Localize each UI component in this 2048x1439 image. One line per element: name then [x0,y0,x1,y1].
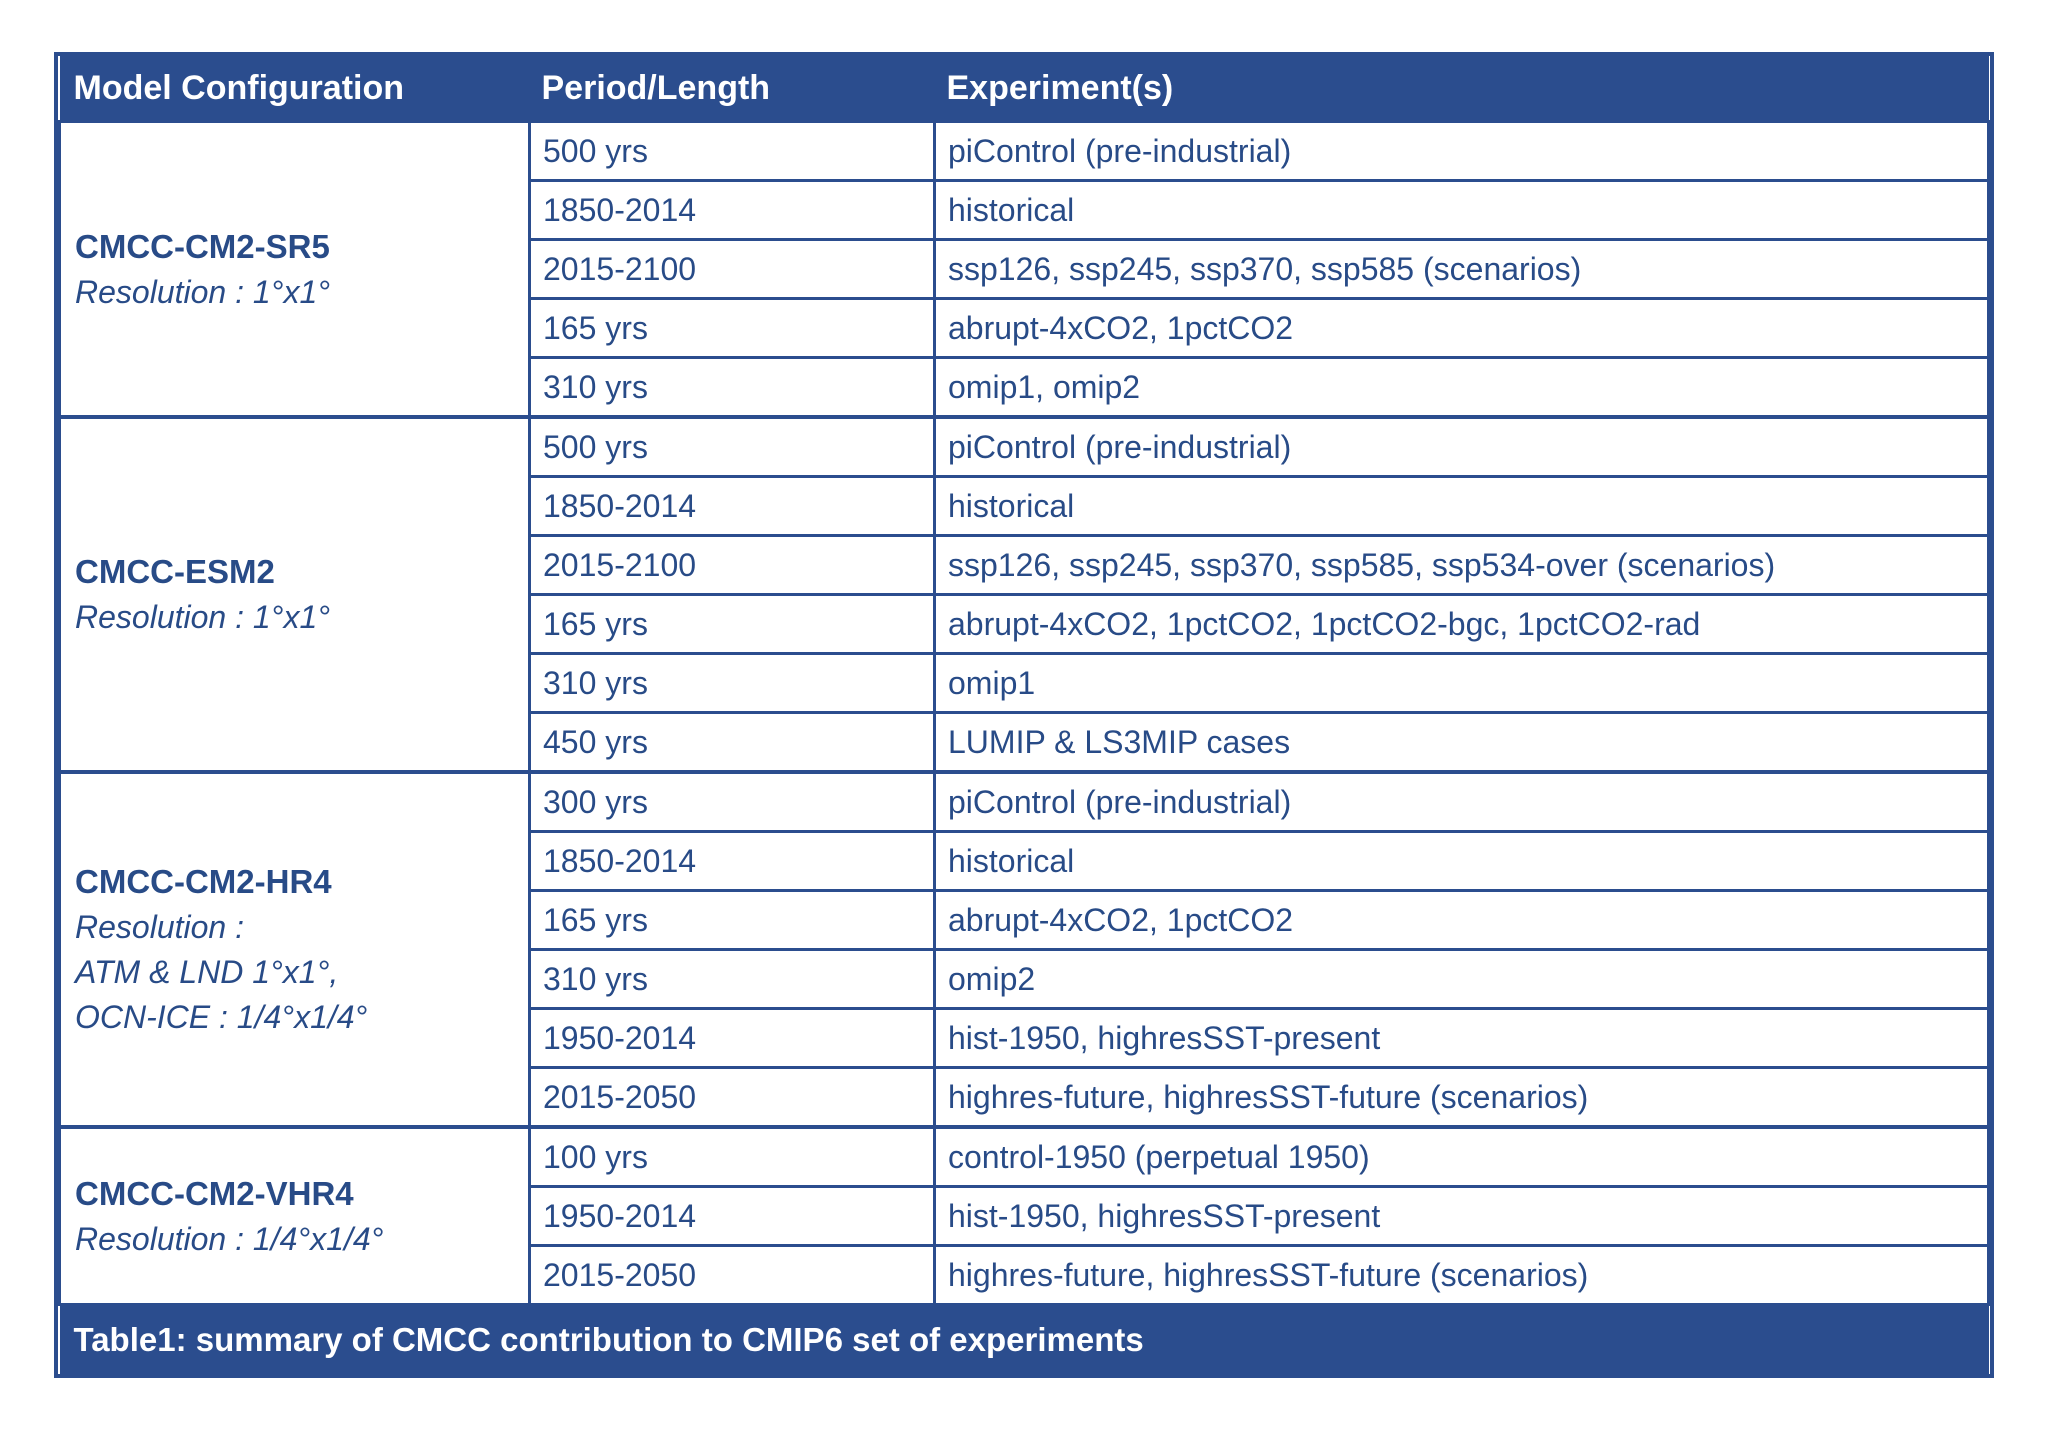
experiments-cell: ssp126, ssp245, ssp370, ssp585, ssp534-o… [933,534,1990,596]
experiments-cell: historical [933,179,1990,241]
period-cell: 2015-2050 [528,1244,936,1306]
table-row: 165 yrs abrupt-4xCO2, 1pctCO2 [60,297,1990,359]
model-resolution-line: ATM & LND 1°x1°, [75,954,339,990]
table-row: CMCC-ESM2 Resolution : 1°x1° 500 yrs piCont… [58,415,1990,774]
period-cell: 1950-2014 [528,1185,936,1247]
period-cell: 300 yrs [528,770,936,833]
period-cell: 1850-2014 [528,179,936,241]
period-cell: 310 yrs [528,356,936,419]
experiments-cell: abrupt-4xCO2, 1pctCO2 [933,889,1990,951]
table-row: 1850-2014 historical [60,475,1990,537]
table-caption: Table1: summary of CMCC contribution to … [59,1304,1989,1374]
table-row: 310 yrs omip1, omip2 [60,356,1990,419]
period-cell: 100 yrs [528,1125,936,1188]
table-row: 2015-2050 highres-future, highresSST-futu… [60,1244,1990,1306]
model-config-cell: CMCC-CM2-VHR4 Resolution : 1/4°x1/4° [58,1125,531,1306]
table-row: CMCC-CM2-HR4 Resolution : ATM & LND 1°x1°,… [58,770,1990,1129]
experiments-cell: piControl (pre-industrial) [933,770,1990,833]
experiments-cell: highres-future, highresSST-future (scena… [933,1066,1990,1129]
table-row: 310 yrs omip2 [60,948,1990,1010]
experiments-cell: hist-1950, highresSST-present [933,1185,1990,1247]
table-row: 2015-2100 ssp126, ssp245, ssp370, ssp585 … [60,238,1990,300]
experiments-cell: piControl (pre-industrial) [933,120,1990,182]
period-cell: 1850-2014 [528,830,936,892]
period-cell: 1950-2014 [528,1007,936,1069]
period-cell: 1850-2014 [528,475,936,537]
table-row: 1850-2014 historical [60,179,1990,241]
table-row: 310 yrs omip1 [60,652,1990,714]
table-row: CMCC-CM2-SR5 Resolution : 1°x1° 500 yrs piC… [58,120,1990,419]
table-row: CMCC-CM2-VHR4 Resolution : 1/4°x1/4° 100 y… [58,1125,1990,1306]
column-header-experiments: Experiment(s) [934,56,1989,122]
model-name: CMCC-CM2-SR5 [75,227,330,265]
experiments-cell: piControl (pre-industrial) [933,415,1990,478]
period-cell: 2015-2050 [528,1066,936,1129]
period-cell: 450 yrs [528,711,936,774]
caption-row: Table1: summary of CMCC contribution to … [59,1304,1989,1374]
experiments-cell: abrupt-4xCO2, 1pctCO2 [933,297,1990,359]
period-cell: 165 yrs [528,297,936,359]
model-config-cell: CMCC-CM2-HR4 Resolution : ATM & LND 1°x1°,… [58,770,531,1129]
experiments-cell: omip1 [933,652,1990,714]
table-row: 2015-2100 ssp126, ssp245, ssp370, ssp585,… [60,534,1990,596]
table-body: CMCC-CM2-SR5 Resolution : 1°x1° 500 yrs piC… [58,120,1990,1306]
experiments-cell: LUMIP & LS3MIP cases [933,711,1990,774]
column-header-model-configuration: Model Configuration [59,56,530,122]
table-row: 1950-2014 hist-1950, highresSST-present [60,1007,1990,1069]
model-resolution-line: Resolution : 1/4°x1/4° [75,1220,384,1257]
experiments-cell: historical [933,830,1990,892]
period-cell: 2015-2100 [528,534,936,596]
period-cell: 2015-2100 [528,238,936,300]
experiments-cell: ssp126, ssp245, ssp370, ssp585 (scenario… [933,238,1990,300]
model-resolution-line: Resolution : 1°x1° [75,273,331,310]
model-name: CMCC-ESM2 [75,553,275,590]
table-row: 165 yrs abrupt-4xCO2, 1pctCO2, 1pctCO2-bg… [60,593,1990,655]
period-cell: 310 yrs [528,652,936,714]
period-cell: 500 yrs [528,415,936,478]
table-footer: Table1: summary of CMCC contribution to … [59,1304,1989,1374]
period-cell: 165 yrs [528,889,936,951]
header-row: Model Configuration Period/Length Experi… [59,56,1989,122]
period-cell: 310 yrs [528,948,936,1010]
experiments-table: Model Configuration Period/Length Experi… [58,56,1990,1374]
table-header: Model Configuration Period/Length Experi… [59,56,1989,122]
model-config-cell: CMCC-CM2-SR5 Resolution : 1°x1° [58,120,531,419]
model-name: CMCC-CM2-HR4 [75,863,332,900]
experiments-cell: highres-future, highresSST-future (scena… [933,1244,1990,1306]
experiments-cell: omip1, omip2 [933,356,1990,419]
period-cell: 165 yrs [528,593,936,655]
model-config-cell: CMCC-ESM2 Resolution : 1°x1° [58,415,531,774]
model-resolution-line: Resolution : 1°x1° [75,599,331,635]
experiments-cell: abrupt-4xCO2, 1pctCO2, 1pctCO2-bgc, 1pct… [933,593,1990,655]
table-row: 1850-2014 historical [60,830,1990,892]
experiments-cell: historical [933,475,1990,537]
experiments-cell: control-1950 (perpetual 1950) [933,1125,1990,1188]
table-row: 450 yrs LUMIP & LS3MIP cases [60,711,1990,774]
experiments-cell: omip2 [933,948,1990,1010]
table-row: 1950-2014 hist-1950, highresSST-present [60,1185,1990,1247]
model-name: CMCC-CM2-VHR4 [75,1174,354,1212]
table-row: 2015-2050 highres-future, highresSST-futu… [60,1066,1990,1129]
model-resolution-line: OCN-ICE : 1/4°x1/4° [75,999,368,1035]
column-header-period-length: Period/Length [529,56,935,122]
cmip6-summary-table: Model Configuration Period/Length Experi… [54,52,1994,1378]
period-cell: 500 yrs [528,120,936,182]
model-resolution-line: Resolution : [75,909,244,945]
table-row: 165 yrs abrupt-4xCO2, 1pctCO2 [60,889,1990,951]
experiments-cell: hist-1950, highresSST-present [933,1007,1990,1069]
